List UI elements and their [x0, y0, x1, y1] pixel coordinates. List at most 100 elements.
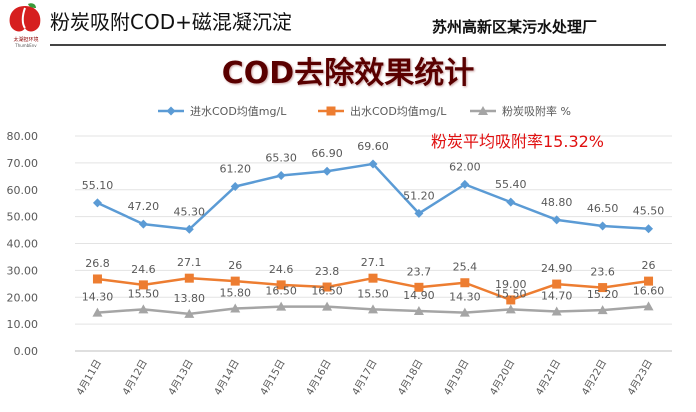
data-label: 47.20 — [128, 200, 160, 213]
data-point-square — [644, 276, 654, 286]
data-point-triangle — [368, 304, 378, 314]
x-tick-label: 4月23日 — [625, 358, 655, 398]
data-point-diamond — [552, 215, 562, 225]
data-point-triangle — [230, 303, 241, 313]
legend-label: 进水COD均值mg/L — [190, 105, 287, 118]
data-label: 55.10 — [82, 179, 114, 192]
x-tick-label: 4月22日 — [579, 358, 609, 398]
data-label: 51.20 — [403, 189, 435, 202]
data-point-diamond — [368, 159, 378, 169]
y-tick-label: 20.00 — [7, 291, 39, 304]
data-label: 26 — [642, 259, 656, 272]
company-logo: 太湖担环境 ThumbEnv — [2, 2, 48, 50]
y-tick-label: 0.00 — [14, 345, 39, 358]
data-label: 16.50 — [265, 285, 297, 298]
data-point-triangle — [459, 307, 470, 317]
x-tick-label: 4月14日 — [212, 358, 242, 398]
data-label: 23.6 — [590, 266, 615, 279]
data-label: 24.6 — [269, 263, 294, 276]
data-point-triangle — [505, 304, 516, 314]
data-point-square — [322, 282, 332, 292]
x-tick-label: 4月13日 — [166, 358, 196, 398]
data-label: 15.50 — [495, 287, 527, 300]
data-label: 27.1 — [177, 256, 202, 269]
data-label: 19.00 — [495, 278, 527, 291]
legend-marker-diamond — [166, 106, 176, 116]
y-tick-label: 30.00 — [7, 264, 39, 277]
data-label: 48.80 — [541, 196, 573, 209]
data-point-square — [368, 273, 378, 283]
slide-title: COD去除效果统计 — [221, 56, 475, 91]
x-tick-label: 4月18日 — [396, 358, 426, 398]
data-label: 24.6 — [131, 263, 156, 276]
data-point-diamond — [322, 166, 332, 176]
data-label: 14.30 — [82, 291, 114, 304]
x-tick-label: 4月12日 — [120, 358, 150, 398]
logo-mark-icon — [9, 3, 41, 32]
data-label: 15.20 — [587, 288, 619, 301]
x-tick-label: 4月15日 — [258, 358, 288, 398]
data-label: 61.20 — [219, 163, 251, 176]
x-tick-label: 4月19日 — [442, 358, 472, 398]
data-label: 23.7 — [407, 265, 432, 278]
data-label: 62.00 — [449, 160, 481, 173]
x-tick-label: 4月11日 — [74, 358, 104, 398]
data-label: 24.90 — [541, 262, 573, 275]
data-label: 16.50 — [311, 285, 343, 298]
data-point-triangle — [643, 301, 654, 311]
data-point-diamond — [138, 219, 148, 229]
data-point-square — [414, 282, 424, 292]
header-divider — [50, 44, 666, 46]
data-point-triangle — [413, 305, 424, 315]
data-label: 26 — [228, 259, 242, 272]
data-labels: 55.10 47.20 45.30 61.20 65.30 66.90 69.60 51.20… — [82, 140, 665, 305]
data-point-triangle — [551, 306, 562, 316]
data-point-diamond — [184, 224, 194, 234]
data-point-square — [506, 295, 516, 305]
data-label: 14.70 — [541, 289, 573, 302]
data-label: 23.8 — [315, 265, 340, 278]
data-point-square — [92, 274, 102, 284]
data-label: 14.30 — [449, 291, 481, 304]
data-point-diamond — [414, 208, 424, 218]
data-label: 15.50 — [128, 287, 160, 300]
data-label: 45.30 — [174, 205, 206, 218]
chart-svg: 0.00 10.00 20.00 30.00 40.00 50.00 60.00 70.00 8… — [7, 104, 672, 398]
data-label: 27.1 — [361, 256, 386, 269]
y-tick-label: 10.00 — [7, 318, 39, 331]
y-tick-label: 80.00 — [7, 130, 39, 143]
legend-label: 出水COD均值mg/L — [350, 104, 447, 118]
data-label: 26.8 — [85, 257, 110, 270]
data-point-triangle — [184, 308, 195, 318]
logo-subtext: ThumbEnv — [15, 43, 37, 48]
data-point-diamond — [506, 197, 516, 207]
x-tick-label: 4月21日 — [533, 358, 563, 398]
data-label: 69.60 — [357, 140, 389, 153]
logo-text: 太湖担环境 — [13, 37, 39, 43]
data-point-square — [230, 276, 240, 286]
data-label: 15.80 — [219, 287, 251, 300]
legend-marker-triangle — [478, 106, 488, 115]
data-point-triangle — [92, 307, 103, 317]
data-label: 46.50 — [587, 202, 619, 215]
y-tick-label: 40.00 — [7, 238, 39, 251]
data-point-triangle — [138, 304, 149, 314]
data-label: 55.40 — [495, 178, 527, 191]
average-adsorption-note: 粉炭平均吸附率15.32% — [431, 132, 605, 151]
legend: 进水COD均值mg/L 出水COD均值mg/L 粉炭吸附率 % — [158, 104, 571, 118]
data-point-square — [138, 280, 148, 290]
slide-header: 太湖担环境 ThumbEnv 粉炭吸附COD+磁混凝沉淀 苏州高新区某污水处理厂 — [0, 0, 696, 52]
x-tick-label: 4月17日 — [350, 358, 380, 398]
data-point-triangle — [322, 301, 333, 311]
data-point-square — [184, 273, 194, 283]
gridlines — [75, 135, 672, 352]
y-tick-label: 60.00 — [7, 184, 39, 197]
legend-marker-square — [326, 106, 336, 116]
series — [92, 159, 654, 318]
data-point-square — [460, 278, 470, 288]
y-tick-label: 50.00 — [7, 211, 39, 224]
data-label: 16.60 — [633, 284, 665, 297]
location-title: 苏州高新区某污水处理厂 — [432, 18, 598, 36]
y-tick-label: 70.00 — [7, 157, 39, 170]
data-point-diamond — [92, 198, 102, 208]
